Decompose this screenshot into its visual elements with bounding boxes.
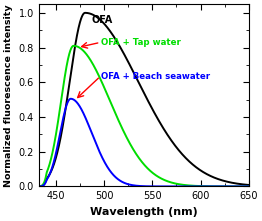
Text: OFA + Tap water: OFA + Tap water	[101, 38, 181, 47]
Text: OFA: OFA	[92, 15, 113, 25]
X-axis label: Wavelength (nm): Wavelength (nm)	[90, 207, 198, 217]
Y-axis label: Normalized fluorescence intensity: Normalized fluorescence intensity	[4, 4, 13, 187]
Text: OFA + Beach seawater: OFA + Beach seawater	[101, 72, 211, 81]
